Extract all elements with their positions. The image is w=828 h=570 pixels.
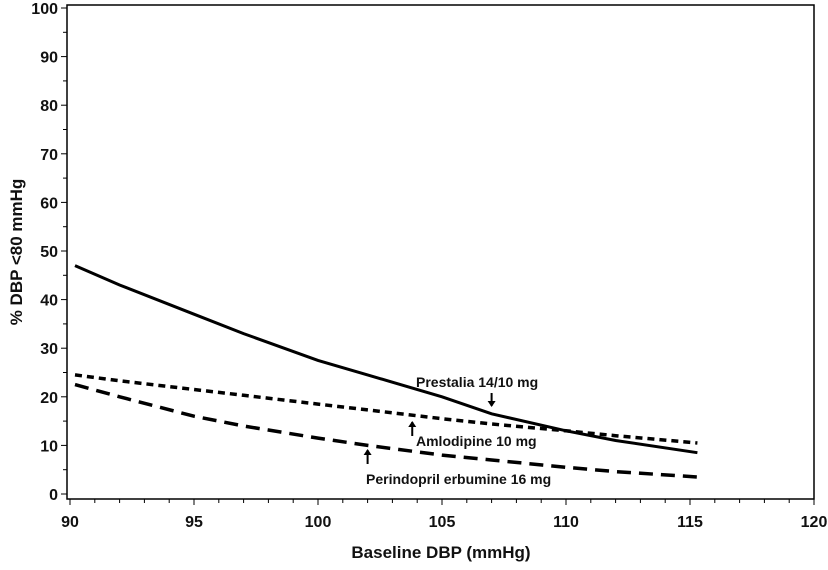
y-tick-label: 0: [49, 487, 58, 504]
annotation-label: Amlodipine 10 mg: [416, 433, 537, 449]
x-tick-label: 110: [553, 514, 579, 531]
x-tick-label: 105: [429, 514, 456, 531]
x-tick-label: 120: [801, 514, 828, 531]
x-tick-label: 95: [185, 514, 203, 531]
series-lines: [74, 264, 698, 479]
series-line-amlodipine-10-mg: [74, 373, 698, 445]
y-axis: 0 10 20 30 40 50 60 70 80 90 100: [31, 1, 67, 504]
y-tick-label: 40: [40, 293, 58, 310]
series-line-prestalia-14-10-mg: [74, 264, 698, 455]
arrow-down-icon: [487, 401, 496, 407]
plot-frame: [66, 4, 815, 500]
x-axis-label: Baseline DBP (mmHg): [351, 543, 530, 562]
y-tick-label: 80: [40, 98, 58, 115]
y-axis-label: % DBP <80 mmHg: [7, 179, 26, 326]
x-tick-label: 115: [677, 514, 703, 531]
annotation-label: Prestalia 14/10 mg: [416, 374, 538, 390]
x-tick-label: 100: [305, 514, 332, 531]
arrow-up-icon: [408, 421, 417, 427]
y-tick-label: 100: [31, 1, 58, 18]
y-tick-label: 60: [40, 195, 58, 212]
y-tick-label: 20: [40, 390, 58, 407]
annotation-label: Perindopril erbumine 16 mg: [366, 471, 551, 487]
x-tick-label: 90: [61, 514, 79, 531]
annotations: Prestalia 14/10 mg Amlodipine 10 mg Perind…: [363, 374, 551, 487]
series-line-perindopril-erbumine-16-mg: [74, 382, 698, 479]
y-tick-label: 50: [40, 244, 58, 261]
y-tick-label: 10: [40, 438, 58, 455]
x-axis: 90 95 100 105 110 115 120: [61, 499, 827, 531]
y-tick-label: 70: [40, 147, 58, 164]
y-tick-label: 30: [40, 341, 58, 358]
arrow-up-icon: [363, 449, 372, 455]
y-tick-label: 90: [40, 50, 58, 67]
